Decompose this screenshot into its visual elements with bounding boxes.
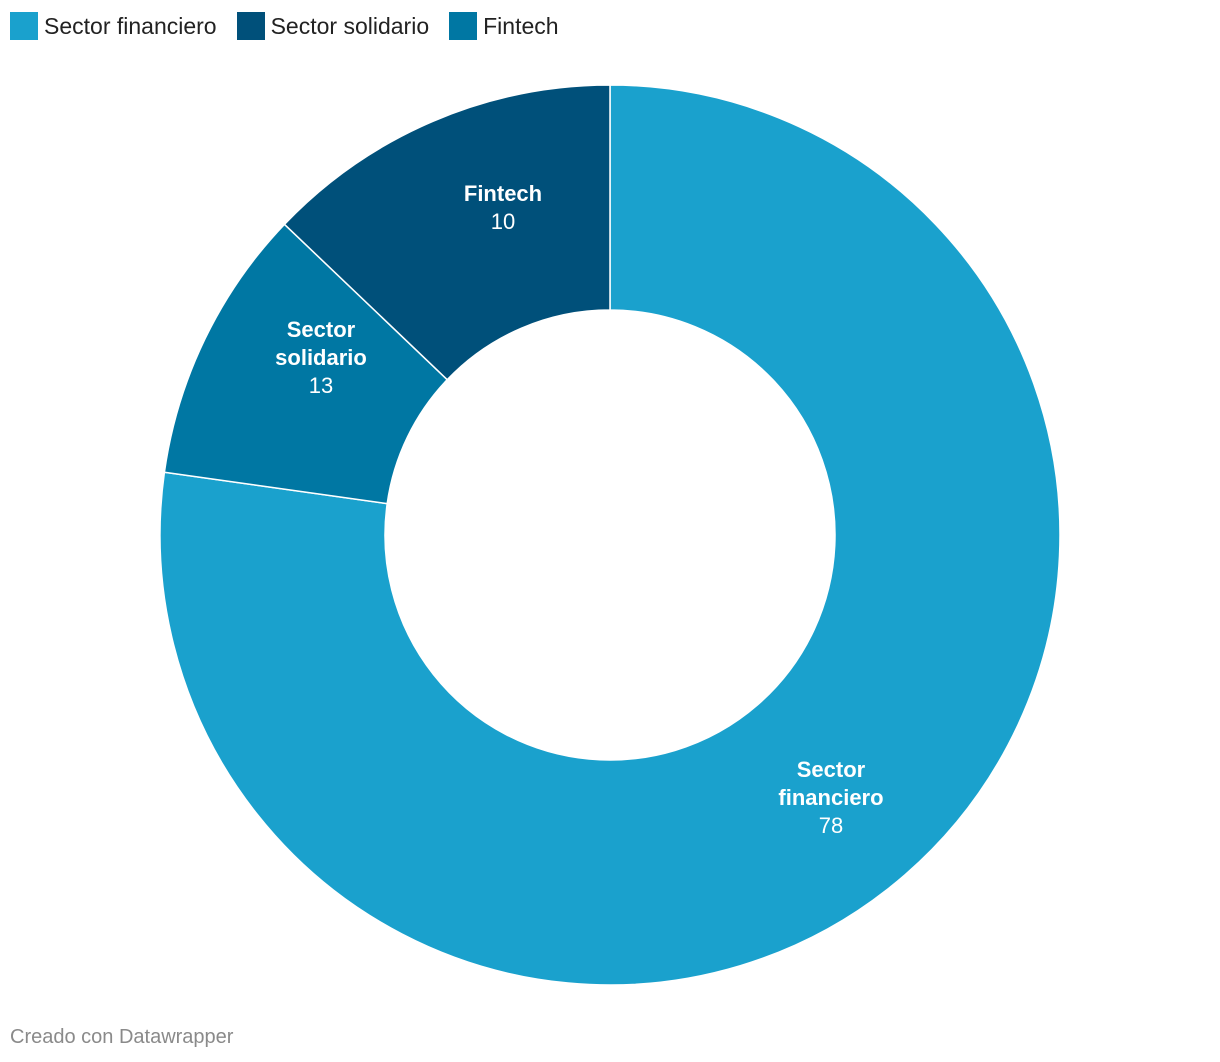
credit-text: Creado con Datawrapper bbox=[10, 1026, 234, 1048]
slice-label-sector-solidario: Sector solidario 13 bbox=[275, 317, 367, 398]
slice-label-name: Fintech bbox=[464, 181, 542, 206]
legend-swatch-sector-solidario bbox=[236, 12, 265, 40]
donut-slice-sector-financiero bbox=[159, 84, 1061, 986]
legend-swatch-sector-financiero bbox=[10, 12, 38, 40]
slice-label-fintech: Fintech 10 bbox=[464, 181, 542, 234]
legend-swatch-fintech bbox=[449, 12, 478, 40]
chart-legend: Sector financiero Sector solidario Finte… bbox=[10, 12, 579, 40]
slice-label-value: 78 bbox=[819, 813, 843, 838]
legend-item-sector-financiero: Sector financiero bbox=[10, 12, 217, 40]
donut-slice-sector-solidario bbox=[283, 84, 611, 381]
slice-label-name: Sector bbox=[797, 757, 866, 782]
legend-label-fintech: Fintech bbox=[483, 13, 559, 39]
legend-label-sector-financiero: Sector financiero bbox=[44, 13, 217, 39]
legend-item-fintech: Fintech bbox=[449, 12, 559, 40]
legend-label-sector-solidario: Sector solidario bbox=[270, 13, 430, 39]
slice-label-name: Sector bbox=[287, 317, 356, 342]
slice-label-value: 10 bbox=[491, 209, 515, 234]
slice-label-name: solidario bbox=[275, 345, 367, 370]
slice-label-value: 13 bbox=[309, 373, 333, 398]
slice-label-sector-financiero: Sector financiero 78 bbox=[778, 757, 883, 838]
slice-label-name: financiero bbox=[778, 785, 883, 810]
legend-item-sector-solidario: Sector solidario bbox=[236, 12, 430, 40]
